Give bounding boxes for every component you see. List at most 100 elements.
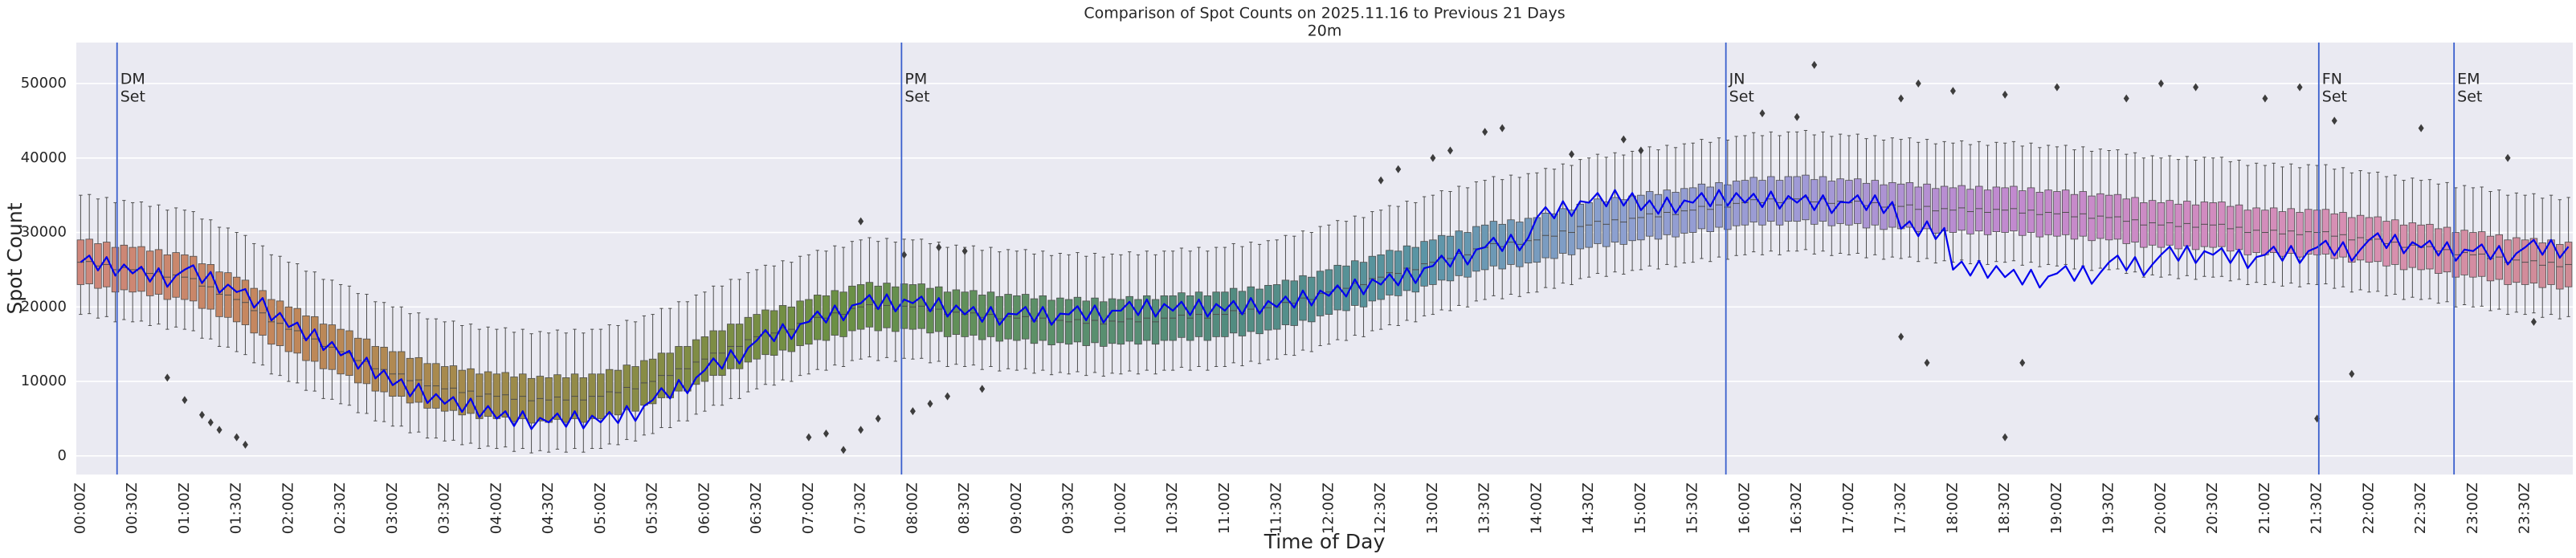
outlier: [2331, 116, 2337, 125]
outlier: [198, 410, 205, 419]
x-tick-label: 09:30Z: [1060, 483, 1077, 534]
current-day-line: [80, 189, 2570, 430]
chart-title: Comparison of Spot Counts on 2025.11.16 …: [1084, 5, 1565, 22]
y-tick-label: 20000: [21, 298, 67, 315]
outlier: [1898, 332, 1904, 341]
outlier: [1794, 112, 1800, 121]
set-label: EM: [2457, 71, 2480, 88]
outlier: [858, 217, 864, 226]
x-tick-label: 16:30Z: [1788, 483, 1805, 534]
outlier: [2505, 153, 2511, 162]
x-tick-label: 14:30Z: [1580, 483, 1597, 534]
outlier: [2123, 94, 2129, 103]
x-tick-label: 11:30Z: [1268, 483, 1285, 534]
x-tick-label: 04:00Z: [488, 483, 504, 534]
outlier: [840, 446, 847, 454]
y-tick-label: 30000: [21, 224, 67, 241]
x-tick-label: 13:00Z: [1424, 483, 1441, 534]
outlier: [945, 392, 951, 401]
set-label: JN: [1729, 71, 1745, 88]
outlier: [927, 399, 933, 408]
x-tick-label: 17:00Z: [1840, 483, 1857, 534]
outlier: [1759, 109, 1766, 118]
outlier: [164, 373, 170, 382]
x-tick-label: 19:00Z: [2048, 483, 2065, 534]
x-tick-label: 00:00Z: [71, 483, 88, 534]
outlier: [936, 243, 942, 252]
x-tick-label: 05:30Z: [644, 483, 661, 534]
outlier: [2296, 83, 2303, 92]
set-label: Set: [2457, 88, 2482, 106]
outlier: [2054, 83, 2060, 92]
outlier: [1395, 165, 1402, 173]
x-tick-label: 04:30Z: [540, 483, 557, 534]
x-tick-label: 08:30Z: [956, 483, 973, 534]
outlier: [1915, 79, 1921, 88]
outlier: [2002, 433, 2008, 442]
x-tick-label: 22:00Z: [2360, 483, 2377, 534]
x-tick-label: 10:30Z: [1164, 483, 1181, 534]
outlier: [207, 418, 214, 427]
x-tick-label: 10:00Z: [1112, 483, 1129, 534]
outlier: [182, 396, 188, 405]
x-tick-label: 07:00Z: [800, 483, 817, 534]
outlier: [806, 433, 812, 442]
outlier: [909, 407, 916, 416]
set-label: Set: [2322, 88, 2347, 106]
outlier: [1430, 153, 1436, 162]
outlier: [1482, 128, 1488, 136]
x-tick-label: 02:30Z: [332, 483, 349, 534]
outlier: [234, 433, 240, 442]
y-tick-label: 50000: [21, 75, 67, 92]
x-tick-label: 11:00Z: [1216, 483, 1233, 534]
outlier: [1949, 87, 1956, 96]
outlier: [242, 440, 248, 449]
y-tick-label: 0: [58, 447, 67, 464]
outlier: [1638, 146, 1644, 155]
set-label: PM: [904, 71, 927, 88]
x-tick-label: 18:30Z: [1996, 483, 2013, 534]
x-tick-label: 21:00Z: [2256, 483, 2273, 534]
outlier: [216, 426, 222, 434]
x-axis-label: Time of Day: [1264, 530, 1386, 553]
x-tick-label: 00:30Z: [124, 483, 141, 534]
outlier: [2019, 358, 2026, 367]
y-tick-label: 10000: [21, 373, 67, 389]
x-tick-label: 01:00Z: [176, 483, 193, 534]
x-tick-label: 06:00Z: [696, 483, 712, 534]
outlier: [823, 429, 829, 438]
x-tick-label: 18:00Z: [1944, 483, 1961, 534]
set-label: Set: [904, 88, 929, 106]
y-axis-label: Spot Count: [3, 202, 27, 314]
x-tick-label: 22:30Z: [2412, 483, 2429, 534]
outlier: [979, 385, 986, 393]
outlier: [1924, 358, 1930, 367]
outlier: [1569, 150, 1575, 159]
x-tick-label: 07:30Z: [852, 483, 869, 534]
chart-subtitle: 20m: [1308, 22, 1342, 40]
x-tick-label: 15:30Z: [1684, 483, 1701, 534]
outlier: [961, 246, 968, 255]
set-label: Set: [120, 88, 145, 106]
x-tick-label: 03:30Z: [436, 483, 453, 534]
outlier: [901, 250, 908, 259]
x-tick-label: 23:00Z: [2464, 483, 2481, 534]
x-tick-label: 02:00Z: [280, 483, 296, 534]
plot-area: [76, 43, 2573, 475]
outlier: [1499, 124, 1505, 132]
x-tick-label: 13:30Z: [1476, 483, 1493, 534]
x-tick-label: 15:00Z: [1632, 483, 1649, 534]
x-tick-label: 12:00Z: [1320, 483, 1337, 534]
outlier: [2418, 124, 2424, 132]
outlier: [1620, 135, 1627, 144]
set-label: FN: [2322, 71, 2342, 88]
x-tick-label: 06:30Z: [748, 483, 765, 534]
outlier: [2349, 369, 2355, 378]
x-tick-label: 01:30Z: [228, 483, 245, 534]
outlier: [2002, 90, 2008, 99]
outlier: [2158, 79, 2164, 88]
outlier: [2262, 94, 2268, 103]
outlier: [1378, 176, 1384, 185]
y-tick-label: 40000: [21, 149, 67, 166]
